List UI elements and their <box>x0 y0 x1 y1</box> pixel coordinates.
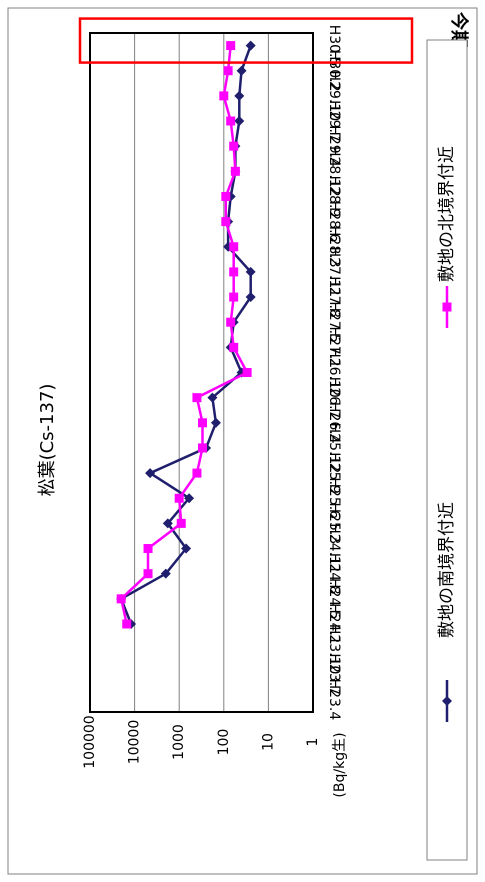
y-tick-label: 100 <box>216 729 232 756</box>
data-point <box>229 292 239 302</box>
plot-border <box>89 32 314 713</box>
data-point <box>184 493 195 504</box>
x-tick-label: H27.11 <box>326 247 342 298</box>
x-tick-label: H24.1 <box>326 603 342 645</box>
x-tick-label: H26.7 <box>326 377 342 419</box>
x-tick-label: H25.12 <box>326 423 342 474</box>
data-point <box>192 393 202 403</box>
data-point <box>198 418 208 428</box>
data-point <box>245 40 256 51</box>
x-tick-label: H27.1 <box>326 327 342 369</box>
data-point <box>226 317 236 327</box>
data-point <box>234 90 245 101</box>
x-tick-label: H28.3 <box>326 226 342 268</box>
data-point <box>230 166 240 176</box>
data-point <box>245 292 256 303</box>
chart-title: 松葉(Cs-137) <box>37 384 58 497</box>
unit-label: (Bq/kg生) <box>332 732 348 797</box>
x-tick-label: H29.10 <box>326 71 342 122</box>
x-tick-label: H25.9 <box>326 452 342 494</box>
data-point <box>143 569 153 579</box>
data-point <box>219 91 229 101</box>
data-point <box>116 594 126 604</box>
x-tick-label: H25.6 <box>326 477 342 519</box>
x-tick-label: H28.12 <box>326 146 342 197</box>
data-point <box>181 543 192 554</box>
y-tick-label: 1 <box>305 738 321 747</box>
current-period-label: 今期 <box>448 12 470 48</box>
data-point <box>242 368 252 377</box>
data-point <box>160 568 171 579</box>
data-point <box>122 619 132 629</box>
x-tick-label: H28.6 <box>326 201 342 243</box>
x-tick-label: H30.2 <box>326 50 342 92</box>
data-point <box>236 65 247 76</box>
data-point <box>221 217 231 227</box>
x-tick-label: H28.9 <box>326 176 342 218</box>
data-point <box>174 493 184 503</box>
data-point <box>226 41 236 51</box>
data-point <box>145 468 156 479</box>
x-tick-label: H23.4 <box>326 679 342 721</box>
legend-marker <box>442 302 452 312</box>
data-point <box>229 242 239 252</box>
x-tick-label: H30.5 <box>326 25 342 67</box>
x-tick-label: H23.7 <box>326 653 342 695</box>
y-tick-label: 10 <box>260 733 276 751</box>
legend-label: 敷地の北境界付近 <box>437 146 457 282</box>
data-point <box>210 417 221 428</box>
data-point <box>207 392 218 403</box>
data-point <box>162 518 173 529</box>
chart-area-border <box>7 7 478 875</box>
legend-box <box>426 39 468 861</box>
data-point <box>229 267 239 277</box>
current-period-highlight <box>78 17 414 64</box>
x-tick-label: H24.11 <box>326 523 342 574</box>
data-point <box>223 66 233 76</box>
x-tick-label: H26.4 <box>326 402 342 444</box>
x-tick-label: H29.4 <box>326 125 342 167</box>
data-point <box>176 518 186 528</box>
x-tick-label: H25.3 <box>326 503 342 545</box>
x-tick-label: H27.5 <box>326 301 342 343</box>
y-tick-label: 1000 <box>171 724 187 760</box>
x-tick-label: H23.10 <box>326 624 342 675</box>
data-point <box>192 468 202 478</box>
x-tick-label: H26.10 <box>326 347 342 398</box>
y-tick-label: 10000 <box>127 720 143 765</box>
legend-label: 敷地の南境界付近 <box>437 502 457 638</box>
data-point <box>221 191 231 201</box>
data-point <box>229 342 239 352</box>
data-point <box>234 116 245 127</box>
series-line-2 <box>119 45 249 625</box>
x-tick-label: H27.8 <box>326 276 342 318</box>
data-point <box>198 443 208 453</box>
y-tick-label: 100000 <box>82 715 98 768</box>
x-tick-label: H24.8 <box>326 553 342 595</box>
x-tick-label: H29.7 <box>326 100 342 142</box>
legend-marker <box>442 696 452 706</box>
data-point <box>226 116 236 126</box>
data-point <box>143 544 153 554</box>
data-point <box>245 266 256 277</box>
data-point <box>229 141 239 151</box>
x-tick-label: H24.5 <box>326 578 342 620</box>
